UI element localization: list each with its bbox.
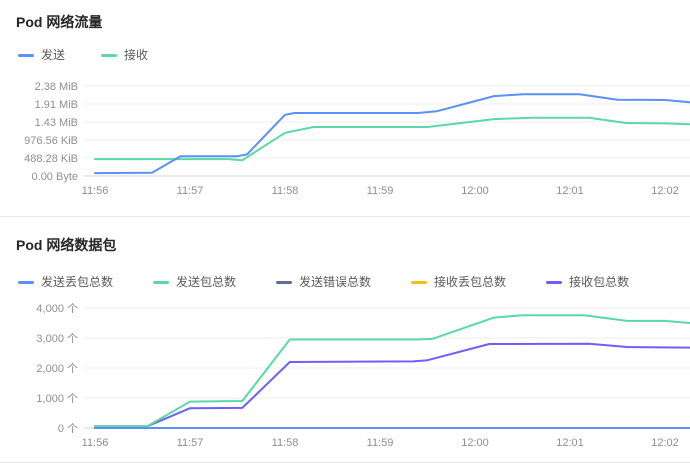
legend-label: 发送 [41, 48, 66, 62]
y-axis-label: 2.38 MiB [35, 81, 78, 93]
series-line[interactable] [94, 116, 690, 162]
y-axis-label: 3,000 个 [36, 332, 78, 345]
x-axis-label: 11:58 [272, 185, 299, 197]
legend-line-marker [18, 53, 34, 57]
x-axis-label: 12:01 [556, 185, 584, 197]
network-packets-chart[interactable]: 4,000 个 3,000 个 2,000 个 1,000 个 0 个 11:56 11:5… [0, 298, 690, 454]
x-axis-label: 11:57 [177, 185, 204, 197]
legend-item[interactable]: 发送丢包总数 [18, 275, 113, 289]
panel-network-packets: Pod 网络数据包 发送丢包总数 发送包总数 发送错误总数 接收丢包总数 接收包总数 4… [0, 217, 690, 462]
legend-item[interactable]: 发送包总数 [153, 275, 236, 289]
series-line[interactable] [94, 314, 690, 428]
x-axis-label: 11:59 [367, 185, 394, 197]
legend-label: 接收包总数 [569, 275, 630, 289]
legend-label: 接收丢包总数 [434, 275, 507, 289]
legend-line-marker [546, 280, 563, 284]
legend-label: 发送丢包总数 [41, 275, 114, 289]
x-axis-label: 11:58 [272, 437, 299, 449]
legend-line-marker [153, 280, 170, 284]
y-axis-label: 4,000 个 [36, 302, 78, 315]
series-line[interactable] [94, 342, 690, 428]
y-axis-label: 976.56 KiB [24, 135, 78, 147]
x-axis-label: 12:02 [651, 437, 679, 449]
x-axis-label: 12:01 [556, 437, 584, 449]
network-packets-title: Pod 网络数据包 [16, 237, 117, 253]
series-line[interactable] [94, 93, 690, 175]
y-axis-label: 0 个 [58, 422, 78, 435]
x-axis-label: 12:02 [651, 185, 679, 197]
y-axis-label: 2,000 个 [36, 362, 78, 375]
y-axis-label: 1.91 MiB [35, 99, 78, 111]
network-traffic-legend: 发送 接收 [18, 48, 690, 62]
network-traffic-chart[interactable]: 2.38 MiB 1.91 MiB 1.43 MiB 976.56 KiB 488.28… [0, 76, 690, 202]
x-axis-label: 12:00 [461, 437, 489, 449]
x-axis-label: 11:59 [367, 437, 394, 449]
x-axis-label: 12:00 [461, 185, 489, 197]
legend-item[interactable]: 发送 [18, 48, 65, 62]
legend-label: 发送错误总数 [299, 275, 372, 289]
y-axis-label: 1,000 个 [36, 392, 78, 405]
network-packets-legend: 发送丢包总数 发送包总数 发送错误总数 接收丢包总数 接收包总数 [18, 275, 690, 289]
x-axis-label: 11:57 [177, 437, 204, 449]
y-axis-label: 0.00 Byte [32, 171, 78, 183]
bottom-divider [0, 462, 690, 463]
legend-item[interactable]: 接收包总数 [546, 275, 629, 289]
network-traffic-title: Pod 网络流量 [16, 14, 103, 30]
legend-line-marker [411, 280, 428, 284]
legend-line-marker [101, 53, 118, 57]
legend-item[interactable]: 发送错误总数 [276, 275, 371, 289]
legend-label: 接收 [124, 48, 149, 62]
x-axis-label: 11:56 [82, 437, 109, 449]
panel-network-traffic: Pod 网络流量 发送 接收 2.38 MiB 1.91 MiB 1.43 MiB 97… [0, 0, 690, 216]
legend-line-marker [18, 280, 34, 284]
y-axis-label: 488.28 KiB [24, 153, 78, 165]
y-axis-label: 1.43 MiB [35, 117, 78, 129]
legend-label: 发送包总数 [176, 275, 237, 289]
panel-divider [0, 216, 690, 217]
legend-item[interactable]: 接收 [101, 48, 148, 62]
x-axis-label: 11:56 [82, 185, 109, 197]
legend-item[interactable]: 接收丢包总数 [411, 275, 506, 289]
legend-line-marker [276, 280, 293, 284]
